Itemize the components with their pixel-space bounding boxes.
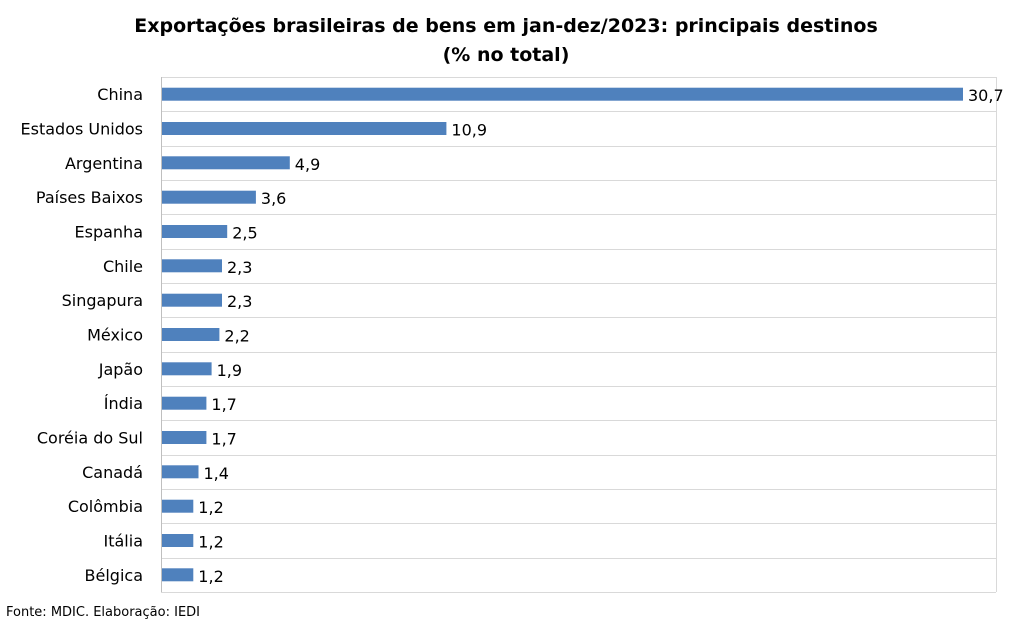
bar	[162, 122, 447, 135]
data-label: 1,2	[198, 533, 223, 552]
category-label: Chile	[103, 257, 143, 276]
category-label: Bélgica	[85, 566, 143, 585]
category-label: Coréia do Sul	[37, 429, 143, 448]
chart-subtitle: (% no total)	[442, 44, 570, 66]
data-label: 2,5	[232, 224, 257, 243]
bar	[162, 499, 194, 513]
category-label: Canadá	[82, 463, 143, 482]
bar	[162, 362, 212, 376]
bar	[162, 568, 194, 582]
data-label: 10,9	[451, 121, 487, 140]
bar	[162, 396, 207, 410]
category-label: Estados Unidos	[21, 120, 143, 139]
bar	[162, 431, 207, 444]
bar	[162, 190, 256, 204]
category-label: Espanha	[75, 223, 144, 242]
data-label: 1,7	[211, 395, 236, 414]
category-label: Argentina	[65, 154, 143, 173]
data-label: 30,7	[968, 86, 1004, 105]
data-label: 1,7	[211, 430, 236, 449]
data-label: 2,3	[227, 292, 252, 311]
data-label: 1,9	[217, 361, 242, 380]
bar	[162, 293, 222, 307]
category-label: Países Baixos	[36, 188, 143, 207]
data-label: 1,2	[198, 498, 223, 517]
category-label: Singapura	[62, 291, 143, 310]
category-label: Itália	[104, 532, 144, 551]
data-label: 4,9	[295, 155, 320, 174]
bar	[162, 156, 290, 170]
category-label: Índia	[104, 394, 143, 413]
category-label: Japão	[98, 360, 143, 379]
bar	[162, 465, 199, 479]
category-label: Colômbia	[68, 497, 143, 516]
source-note: Fonte: MDIC. Elaboração: IEDI	[6, 605, 200, 620]
bar	[162, 259, 222, 273]
bar	[162, 225, 228, 238]
data-label: 1,4	[204, 464, 229, 483]
data-label: 3,6	[261, 189, 286, 208]
bar	[162, 328, 220, 341]
bar	[162, 87, 963, 101]
data-label: 2,2	[224, 327, 249, 346]
chart-title-main: Exportações brasileiras de bens em jan-d…	[134, 15, 878, 37]
category-label: México	[87, 326, 143, 345]
data-label: 1,2	[198, 567, 223, 586]
category-label: China	[97, 85, 143, 104]
bar	[162, 534, 194, 547]
chart-title: Exportações brasileiras de bens em jan-d…	[0, 12, 1012, 70]
data-label: 2,3	[227, 258, 252, 277]
